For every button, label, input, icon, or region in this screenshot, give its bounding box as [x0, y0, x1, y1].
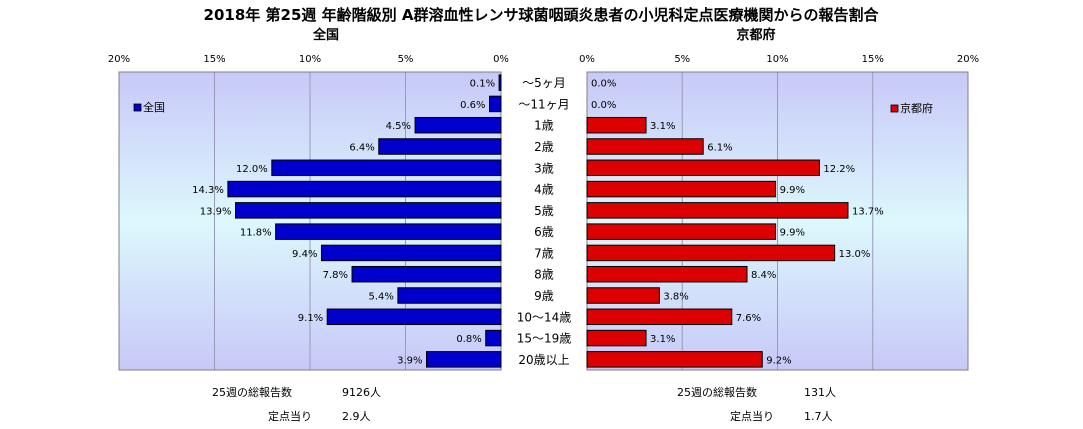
age-category-label: 2歳: [534, 140, 554, 154]
left-bar-label: 9.1%: [298, 313, 323, 324]
age-category-label: ～5ヶ月: [522, 76, 566, 90]
left-bar: [326, 308, 502, 326]
right-bar: [586, 159, 820, 177]
left-x-tick-label: 5%: [398, 54, 414, 65]
right-per-value: 1.7人: [804, 410, 833, 423]
age-category-label: 1歳: [534, 119, 554, 133]
right-bar: [586, 287, 660, 304]
right-bar: [586, 329, 647, 347]
age-category-label: 4歳: [534, 183, 554, 197]
right-x-tick-label: 15%: [862, 54, 884, 65]
right-bar: [586, 202, 849, 219]
age-category-label: 20歳以上: [518, 353, 569, 367]
left-plot-border: [118, 71, 502, 371]
left-bar: [426, 351, 502, 368]
right-bar-label: 3.1%: [650, 334, 675, 345]
left-bar-label: 5.4%: [368, 292, 393, 303]
age-category-label: 15～19歳: [517, 332, 572, 346]
age-category-label: 8歳: [534, 268, 554, 282]
left-x-tick-label: 0%: [493, 54, 509, 65]
right-bar-label: 3.8%: [663, 292, 688, 303]
left-total-value: 9126人: [342, 386, 381, 399]
right-bar: [586, 351, 763, 368]
left-per-value: 2.9人: [342, 410, 371, 423]
right-plot-border: [586, 71, 969, 371]
left-bar-label: 14.3%: [192, 185, 224, 196]
left-bar: [414, 116, 502, 134]
left-bar: [275, 223, 502, 240]
right-x-tick-label: 5%: [674, 54, 690, 65]
left-bar-label: 4.5%: [386, 121, 411, 132]
age-category-label: 10～14歳: [517, 310, 572, 324]
right-bar-label: 9.9%: [780, 185, 805, 196]
left-bar: [351, 265, 502, 283]
right-panel-title: 京都府: [736, 27, 775, 43]
right-bar-label: 6.1%: [707, 143, 732, 154]
left-bar: [235, 202, 502, 219]
right-bar-label: 13.0%: [839, 249, 871, 260]
left-bar: [378, 138, 502, 155]
right-bar-label: 0.0%: [591, 79, 616, 90]
right-bar: [586, 180, 777, 198]
left-x-tick-label: 15%: [203, 54, 225, 65]
left-legend-label: 全国: [143, 100, 165, 114]
right-bar-label: 8.4%: [751, 270, 776, 281]
left-x-tick-label: 20%: [108, 54, 130, 65]
age-category-label: 3歳: [534, 161, 554, 175]
left-bar-label: 13.9%: [200, 206, 232, 217]
right-bar: [586, 308, 733, 326]
right-per-label: 定点当り: [730, 409, 774, 423]
right-bar-label: 9.2%: [766, 355, 791, 366]
left-bar: [320, 244, 502, 262]
right-x-tick-label: 10%: [766, 54, 788, 65]
right-bar-label: 3.1%: [650, 121, 675, 132]
right-bar: [586, 244, 836, 262]
right-total-value: 131人: [804, 386, 836, 399]
right-x-tick-label: 20%: [957, 54, 979, 65]
right-bar-label: 12.2%: [823, 164, 855, 175]
left-bar-label: 0.6%: [460, 100, 485, 111]
left-bar-label: 0.1%: [470, 79, 495, 90]
right-bar: [586, 138, 704, 155]
right-bar-label: 7.6%: [736, 313, 761, 324]
right-total-label: 25週の総報告数: [677, 385, 757, 399]
age-category-label: 7歳: [534, 246, 554, 260]
left-bar: [227, 180, 502, 198]
left-bar-label: 11.8%: [240, 228, 272, 239]
left-bar-label: 7.8%: [323, 270, 348, 281]
left-per-label: 定点当り: [268, 409, 312, 423]
right-legend-label: 京都府: [900, 101, 933, 115]
left-bar: [485, 329, 502, 347]
left-bar: [489, 95, 502, 113]
left-bar-label: 9.4%: [292, 249, 317, 260]
left-bar-label: 0.8%: [456, 334, 481, 345]
right-bar: [586, 265, 748, 283]
age-category-label: ～11ヶ月: [518, 97, 569, 111]
left-bar-label: 6.4%: [349, 143, 374, 154]
left-bar-label: 3.9%: [397, 355, 422, 366]
right-x-tick-label: 0%: [579, 54, 595, 65]
left-panel-title: 全国: [312, 27, 339, 43]
left-x-tick-label: 10%: [299, 54, 321, 65]
left-legend-swatch: [133, 103, 142, 112]
right-bar: [586, 223, 777, 240]
right-bar-label: 13.7%: [852, 206, 884, 217]
chart-title: 2018年 第25週 年齢階級別 A群溶血性レンサ球菌咽頭炎患者の小児科定点医療…: [204, 6, 880, 24]
left-bar: [397, 287, 502, 304]
left-total-label: 25週の総報告数: [212, 385, 292, 399]
left-bar-label: 12.0%: [236, 164, 268, 175]
left-bar: [498, 74, 502, 91]
right-bar: [586, 116, 647, 134]
left-bar: [271, 159, 502, 177]
right-bar-label: 9.9%: [780, 228, 805, 239]
age-category-label: 6歳: [534, 225, 554, 239]
right-legend-swatch: [890, 104, 899, 113]
age-category-label: 5歳: [534, 204, 554, 218]
right-bar-label: 0.0%: [591, 100, 616, 111]
age-category-label: 9歳: [534, 289, 554, 303]
